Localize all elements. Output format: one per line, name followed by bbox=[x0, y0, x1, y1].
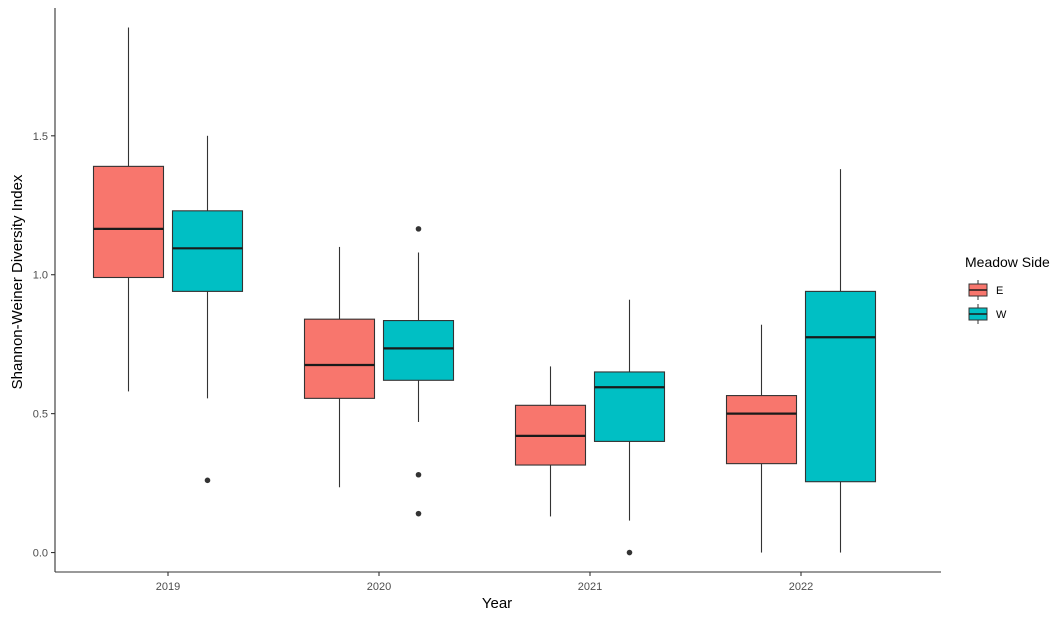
x-axis-title: Year bbox=[482, 595, 512, 612]
legend: Meadow Side EW bbox=[965, 254, 1050, 324]
legend-items: EW bbox=[968, 280, 1007, 324]
outlier-point bbox=[415, 510, 422, 517]
box-E-2021 bbox=[514, 366, 587, 517]
box-W-2019 bbox=[171, 135, 244, 484]
box-iqr bbox=[382, 320, 455, 381]
box-W-2022 bbox=[804, 169, 877, 553]
x-tick-label: 2021 bbox=[578, 581, 602, 593]
legend-label: W bbox=[996, 309, 1007, 321]
y-tick-label: 0.0 bbox=[33, 548, 48, 560]
outlier-point bbox=[204, 477, 211, 484]
box-W-2021 bbox=[593, 299, 666, 556]
outlier-point bbox=[415, 226, 422, 232]
legend-label: E bbox=[996, 285, 1003, 297]
box-E-2019 bbox=[92, 27, 165, 392]
outlier-point bbox=[626, 549, 633, 556]
y-tick-label: 1.0 bbox=[33, 270, 48, 282]
outlier-point bbox=[415, 471, 422, 478]
x-tick-label: 2019 bbox=[156, 581, 180, 593]
box-iqr bbox=[303, 318, 376, 399]
legend-item-W: W bbox=[968, 304, 1007, 324]
box-iqr bbox=[92, 165, 165, 279]
box-iqr bbox=[725, 395, 798, 465]
legend-item-E: E bbox=[968, 280, 1003, 300]
legend-title: Meadow Side bbox=[965, 254, 1050, 270]
plot-area bbox=[92, 27, 877, 556]
box-E-2020 bbox=[303, 246, 376, 488]
box-iqr bbox=[804, 290, 877, 483]
box-E-2022 bbox=[725, 324, 798, 553]
box-iqr bbox=[593, 371, 666, 442]
box-W-2020 bbox=[382, 226, 455, 517]
y-axis: 0.0 0.5 1.0 1.5 bbox=[33, 8, 56, 572]
x-tick-label: 2020 bbox=[367, 581, 391, 593]
x-axis: 2019 2020 2021 2022 bbox=[55, 571, 941, 593]
x-tick-label: 2022 bbox=[789, 581, 813, 593]
box-iqr bbox=[171, 210, 244, 292]
y-tick-label: 0.5 bbox=[33, 409, 48, 421]
y-axis-title: Shannon-Weiner Diversity Index bbox=[9, 174, 26, 389]
y-tick-label: 1.5 bbox=[33, 131, 48, 143]
